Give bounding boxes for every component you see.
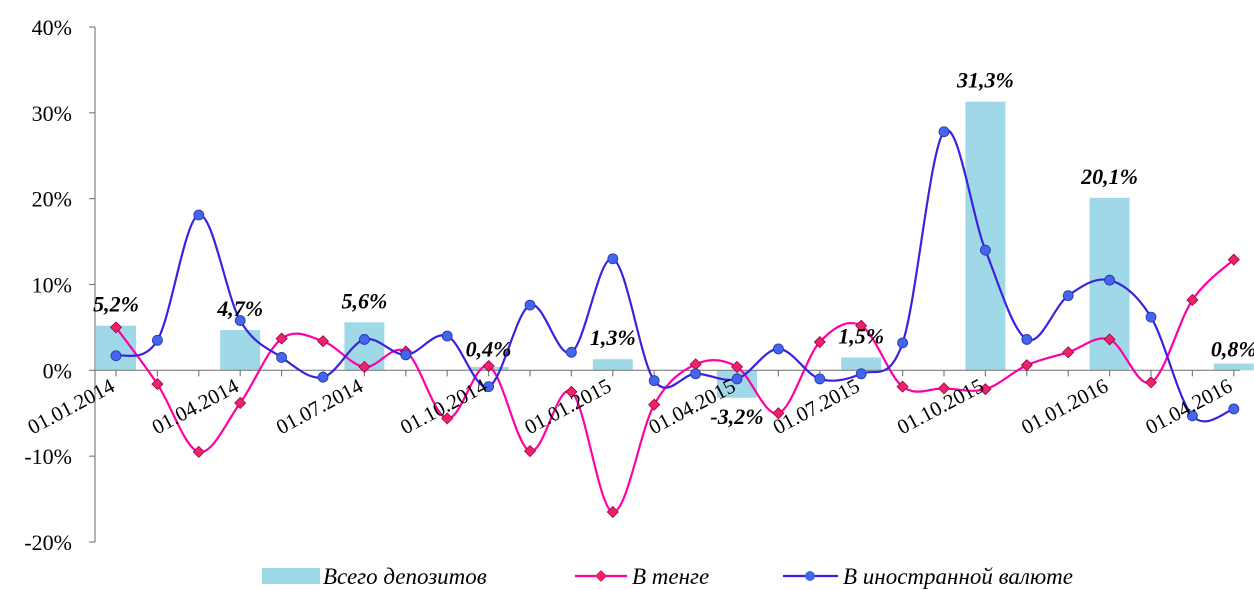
x-category-label: 01.07.2014 bbox=[272, 373, 367, 439]
marker-foreign bbox=[110, 350, 122, 362]
bar-data-label: 31,3% bbox=[956, 68, 1014, 93]
marker-foreign bbox=[400, 349, 412, 361]
marker-tenge bbox=[234, 396, 247, 410]
marker-foreign bbox=[1062, 290, 1074, 302]
marker-tenge bbox=[1186, 293, 1199, 307]
marker-foreign bbox=[1187, 410, 1198, 422]
bar-data-label: 0,8% bbox=[1211, 336, 1254, 361]
marker-tenge bbox=[813, 335, 826, 349]
legend-label-tenge: В тенге bbox=[632, 564, 709, 589]
marker-foreign bbox=[151, 334, 163, 346]
bar-data-label: 5,6% bbox=[341, 288, 387, 313]
marker-foreign bbox=[855, 368, 867, 380]
marker-foreign bbox=[483, 381, 495, 393]
marker-foreign bbox=[731, 373, 743, 385]
marker-tenge bbox=[606, 505, 619, 519]
axes-layer: -20% -10% 0% 10% 20% 30% 40% bbox=[24, 15, 1240, 555]
y-tick-label: -20% bbox=[24, 530, 72, 555]
marker-foreign bbox=[897, 337, 908, 349]
marker-tenge bbox=[151, 378, 164, 391]
line-tenge bbox=[115, 258, 1235, 514]
marker-foreign bbox=[234, 315, 246, 326]
marker-tenge bbox=[316, 335, 330, 348]
legend-marker-tenge bbox=[595, 570, 607, 582]
legend-label-total: Всего депозитов bbox=[323, 564, 487, 589]
bar-data-label: 1,3% bbox=[590, 325, 636, 350]
y-tick-label: 0% bbox=[43, 358, 72, 383]
legend-marker-foreign bbox=[805, 571, 815, 581]
bar-data-label: -3,2% bbox=[710, 404, 763, 429]
marker-tenge bbox=[275, 332, 288, 345]
lines-layer bbox=[109, 126, 1240, 519]
bar-data-label: 4,7% bbox=[216, 296, 263, 321]
bar-data-label: 1,5% bbox=[838, 323, 884, 348]
marker-foreign bbox=[1104, 274, 1115, 286]
x-category-label: 01.01.2015 bbox=[520, 374, 615, 440]
bar-data-label: 5,2% bbox=[93, 292, 139, 317]
marker-foreign bbox=[773, 343, 784, 355]
bar-total-deposits bbox=[841, 357, 882, 371]
marker-tenge bbox=[441, 412, 454, 425]
marker-foreign bbox=[317, 371, 329, 383]
marker-tenge bbox=[523, 444, 537, 458]
marker-tenge bbox=[482, 359, 495, 373]
marker-foreign bbox=[980, 244, 991, 256]
marker-foreign bbox=[938, 126, 950, 138]
bar-total-deposits bbox=[1213, 363, 1254, 371]
y-tick-label: -10% bbox=[24, 444, 72, 469]
x-category-label: 01.07.2015 bbox=[769, 374, 864, 440]
legend-label-foreign: В иностранной валюте bbox=[843, 564, 1073, 589]
marker-foreign bbox=[814, 373, 826, 385]
legend-swatch-total bbox=[262, 568, 320, 584]
marker-tenge bbox=[192, 445, 205, 458]
marker-foreign bbox=[358, 334, 370, 345]
marker-foreign bbox=[1228, 403, 1240, 415]
legend: Всего депозитов В тенге В иностранной валю… bbox=[262, 564, 1073, 589]
y-tick-label: 40% bbox=[32, 15, 72, 40]
bar-total-deposits bbox=[592, 359, 633, 371]
marker-foreign bbox=[607, 253, 619, 265]
marker-foreign bbox=[441, 330, 453, 342]
marker-foreign bbox=[524, 299, 536, 311]
marker-tenge bbox=[1103, 333, 1116, 346]
marker-foreign bbox=[648, 375, 660, 387]
x-category-label: 01.10.2014 bbox=[396, 373, 491, 439]
marker-tenge bbox=[565, 385, 578, 398]
marker-foreign bbox=[1145, 311, 1157, 323]
marker-tenge bbox=[772, 407, 785, 420]
x-category-label: 01.10.2015 bbox=[893, 374, 988, 440]
marker-tenge bbox=[1020, 359, 1033, 372]
marker-foreign bbox=[193, 209, 205, 221]
y-tick-label: 30% bbox=[32, 101, 72, 126]
y-tick-label: 20% bbox=[32, 187, 72, 212]
marker-tenge bbox=[1227, 253, 1240, 266]
marker-tenge bbox=[1144, 376, 1158, 389]
y-tick-label: 10% bbox=[32, 273, 72, 298]
marker-tenge bbox=[358, 360, 371, 373]
marker-tenge bbox=[648, 398, 661, 411]
marker-tenge bbox=[896, 380, 909, 393]
marker-tenge bbox=[979, 383, 992, 396]
x-category-label: 01.01.2016 bbox=[1017, 374, 1112, 440]
bar-data-label: 20,1% bbox=[1080, 164, 1138, 189]
bar-data-label: 0,4% bbox=[466, 336, 512, 361]
marker-foreign bbox=[566, 346, 577, 358]
marker-foreign bbox=[690, 368, 701, 380]
marker-tenge bbox=[1062, 346, 1075, 359]
marker-foreign bbox=[1021, 334, 1033, 345]
marker-foreign bbox=[276, 352, 288, 363]
marker-tenge bbox=[730, 360, 744, 373]
marker-tenge bbox=[109, 321, 123, 334]
bar-total-deposits bbox=[965, 101, 1006, 371]
marker-tenge bbox=[689, 358, 702, 371]
bar-total-deposits bbox=[220, 329, 261, 371]
marker-tenge bbox=[937, 382, 951, 395]
labels-layer: 01.01.2014 01.04.2014 01.07.2014 01.10.2014… bbox=[24, 68, 1254, 439]
marker-tenge bbox=[855, 319, 868, 332]
